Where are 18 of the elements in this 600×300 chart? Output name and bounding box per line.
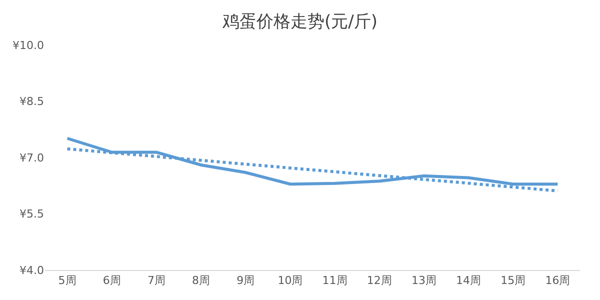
x-tick-label: 10周 bbox=[278, 274, 303, 288]
x-tick-label: 9周 bbox=[236, 274, 255, 288]
x-tick-label: 13周 bbox=[411, 274, 436, 288]
y-tick-label: ¥5.5 bbox=[20, 208, 44, 221]
y-tick-label: ¥8.5 bbox=[20, 95, 44, 108]
x-tick-label: 14周 bbox=[456, 274, 482, 288]
x-tick-label: 12周 bbox=[366, 274, 392, 288]
x-tick-label: 6周 bbox=[102, 274, 121, 288]
x-tick-label: 7周 bbox=[147, 274, 166, 288]
chart-title: 鸡蛋价格走势(元/斤) bbox=[222, 12, 378, 32]
x-tick-label: 11周 bbox=[322, 274, 348, 288]
x-tick-label: 16周 bbox=[545, 274, 570, 288]
x-tick-label: 15周 bbox=[500, 274, 526, 288]
x-tick-label: 5周 bbox=[58, 274, 76, 288]
y-tick-label: ¥10.0 bbox=[12, 38, 44, 52]
y-tick-label: ¥7.0 bbox=[20, 151, 44, 164]
y-tick-label: ¥4.0 bbox=[20, 264, 44, 277]
x-tick-label: 8周 bbox=[192, 274, 210, 288]
